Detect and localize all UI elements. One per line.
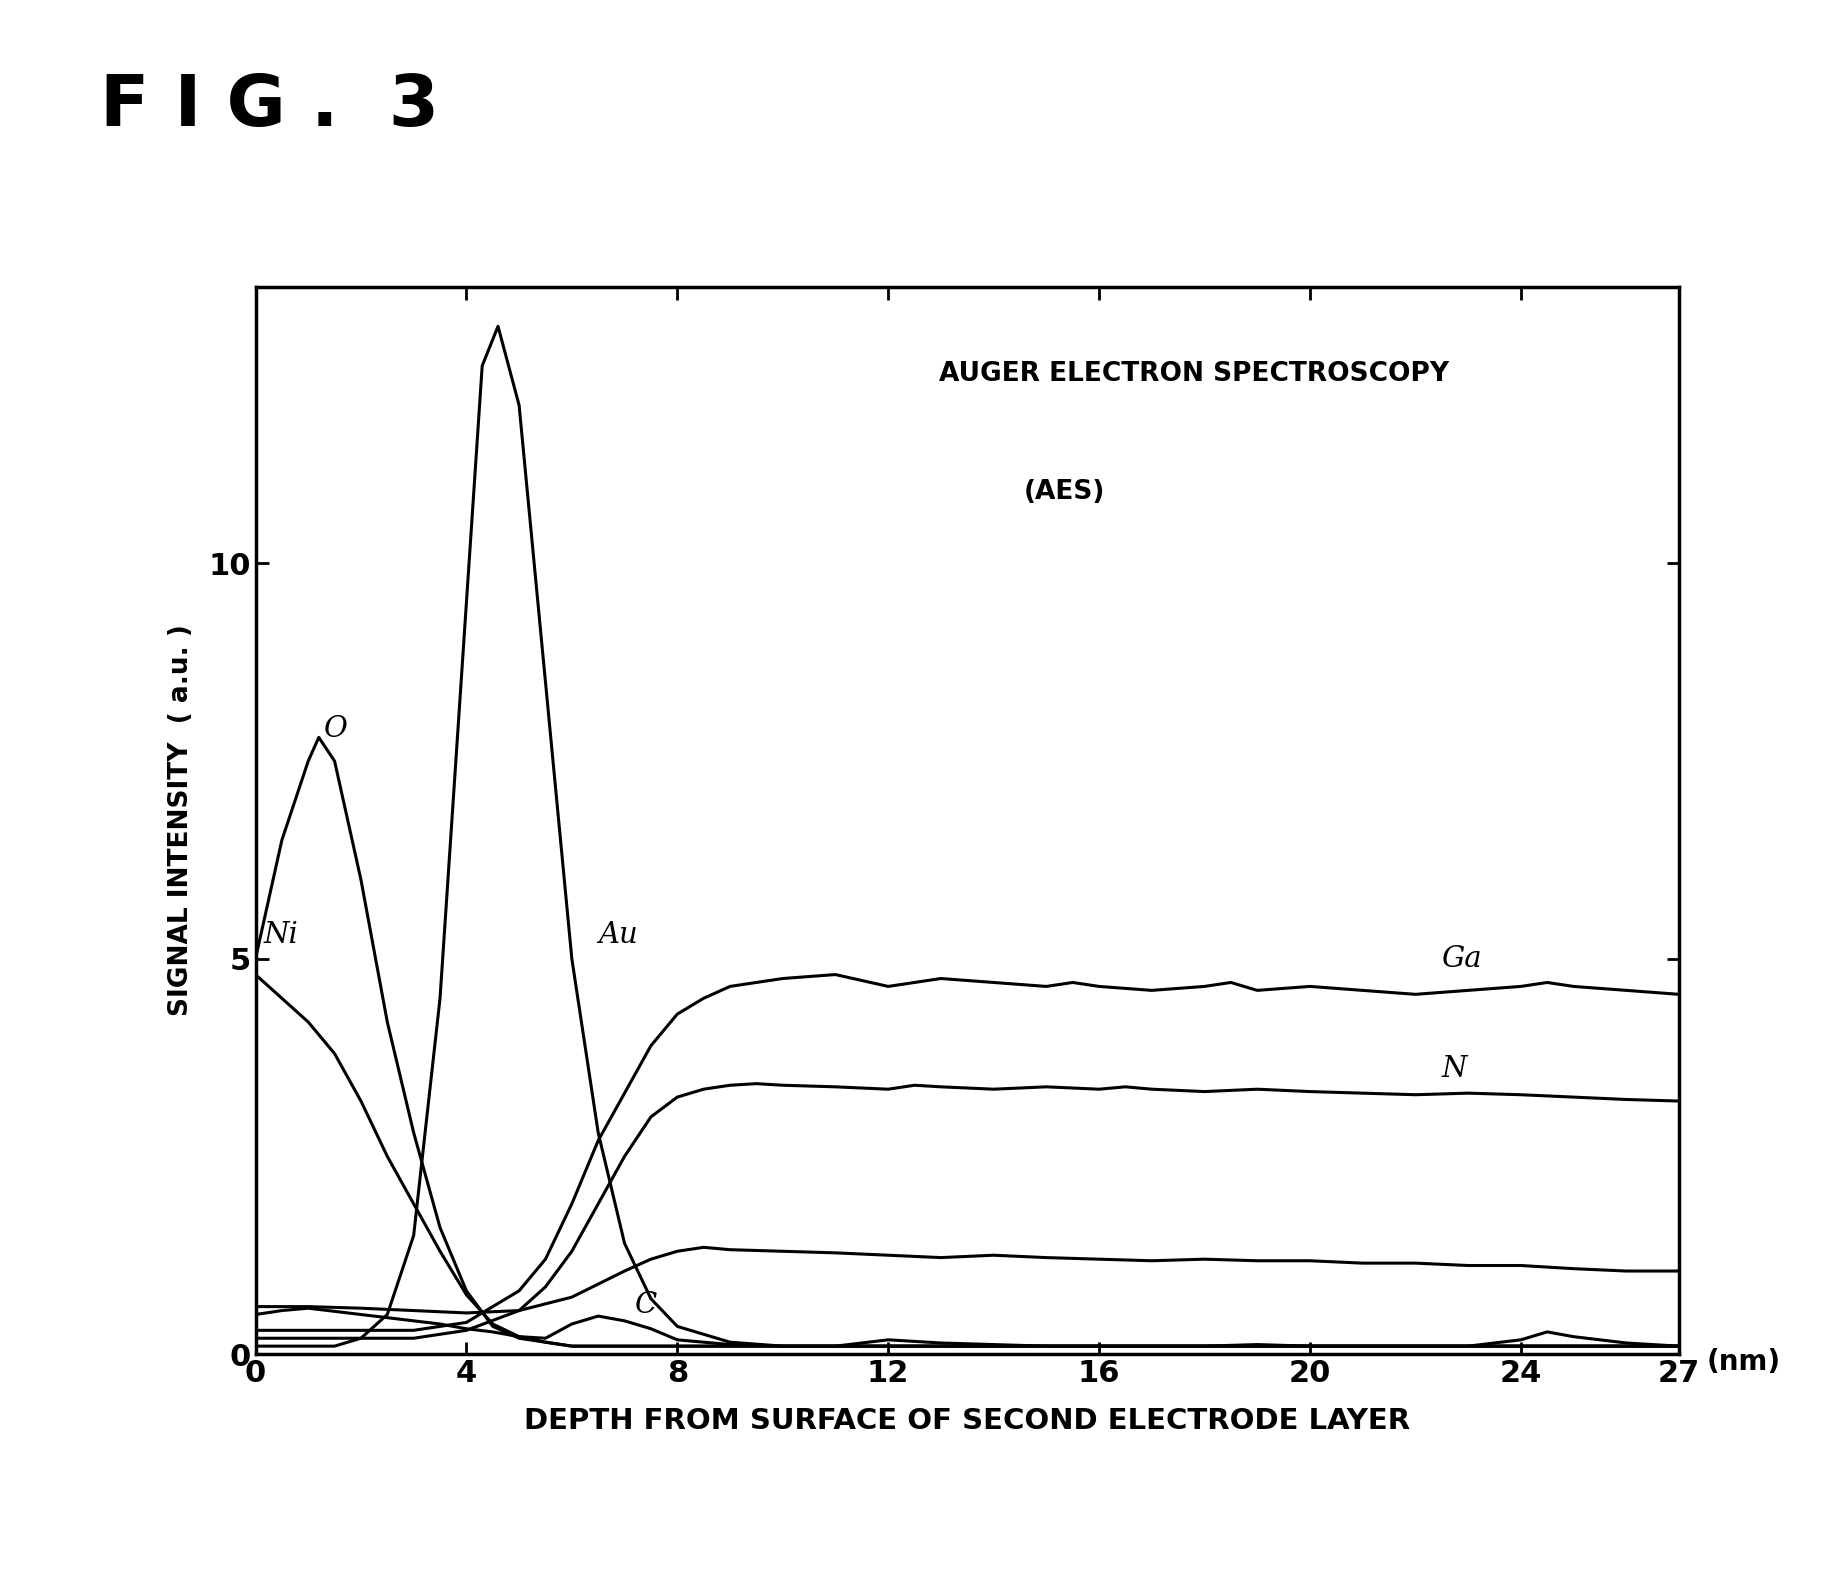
Text: Ni: Ni <box>263 921 297 949</box>
Text: (AES): (AES) <box>1024 479 1106 505</box>
Text: C: C <box>635 1290 657 1319</box>
Text: Au: Au <box>599 921 639 949</box>
Text: (nm): (nm) <box>1706 1348 1781 1376</box>
Text: AUGER ELECTRON SPECTROSCOPY: AUGER ELECTRON SPECTROSCOPY <box>938 362 1449 387</box>
Text: O: O <box>325 715 349 744</box>
Text: Ga: Ga <box>1442 945 1482 973</box>
Text: N: N <box>1442 1055 1467 1083</box>
X-axis label: DEPTH FROM SURFACE OF SECOND ELECTRODE LAYER: DEPTH FROM SURFACE OF SECOND ELECTRODE L… <box>524 1407 1411 1435</box>
Text: F I G .  3: F I G . 3 <box>100 72 440 140</box>
Y-axis label: SIGNAL INTENSITY  ( a.u. ): SIGNAL INTENSITY ( a.u. ) <box>168 624 193 1016</box>
